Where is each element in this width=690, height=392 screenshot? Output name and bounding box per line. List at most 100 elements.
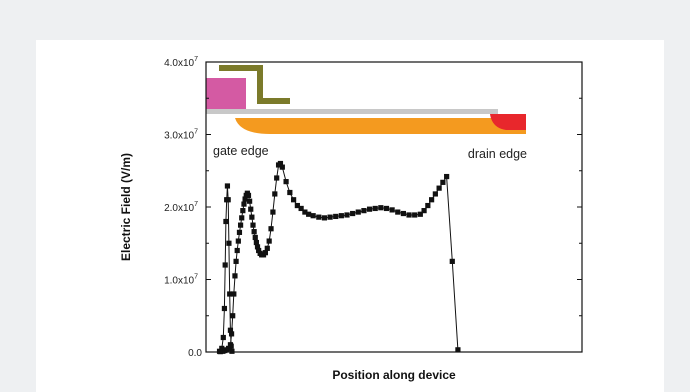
y-tick-exponent: 7 bbox=[194, 56, 198, 63]
data-point bbox=[455, 347, 461, 353]
gate-electrode bbox=[219, 65, 290, 104]
data-point bbox=[252, 234, 258, 241]
data-point bbox=[395, 209, 401, 215]
data-point bbox=[227, 342, 234, 348]
data-point bbox=[233, 258, 239, 264]
drift-region bbox=[235, 118, 526, 134]
data-point bbox=[236, 229, 243, 235]
data-point bbox=[251, 229, 257, 235]
y-tick-label: 1.0x107 bbox=[164, 274, 198, 287]
data-point bbox=[436, 185, 442, 191]
data-point bbox=[249, 214, 255, 220]
series-marks bbox=[216, 160, 461, 355]
data-point bbox=[232, 273, 238, 279]
data-point bbox=[361, 208, 367, 214]
data-point bbox=[274, 175, 280, 181]
data-point bbox=[444, 173, 450, 180]
series-line-main bbox=[220, 162, 459, 353]
data-point bbox=[372, 205, 378, 212]
y-axis-title: Electric Field (V/m) bbox=[119, 153, 133, 261]
chart-labels: 0.0 1.0x107 2.0x107 3.0x107 4.0x107 Position … bbox=[119, 56, 527, 382]
data-point bbox=[254, 244, 261, 250]
data-point bbox=[248, 206, 254, 212]
drain-edge-label: drain edge bbox=[468, 147, 527, 161]
data-point bbox=[287, 189, 293, 196]
data-point bbox=[327, 214, 333, 220]
data-point bbox=[219, 345, 225, 351]
data-point bbox=[241, 201, 247, 207]
data-point bbox=[268, 226, 274, 232]
data-point bbox=[440, 179, 446, 185]
y-tick-exponent: 7 bbox=[194, 274, 198, 281]
gate-block bbox=[206, 78, 246, 112]
oxide-layer bbox=[206, 109, 498, 114]
data-point bbox=[223, 218, 229, 225]
y-tick-exponent: 7 bbox=[194, 129, 198, 136]
y-tick-label: 0.0 bbox=[188, 348, 202, 359]
data-point bbox=[225, 197, 231, 203]
data-point bbox=[237, 222, 244, 228]
y-tick-exponent: 7 bbox=[194, 201, 198, 208]
data-point bbox=[256, 247, 262, 254]
series-line-spike bbox=[219, 185, 233, 352]
gate-edge-label: gate edge bbox=[213, 144, 269, 158]
data-point bbox=[229, 348, 235, 354]
data-point bbox=[234, 247, 240, 254]
data-point bbox=[253, 239, 259, 246]
data-point bbox=[283, 179, 289, 185]
data-point bbox=[222, 262, 228, 268]
data-point bbox=[242, 196, 248, 202]
data-point bbox=[338, 213, 344, 219]
data-point bbox=[220, 334, 226, 341]
y-tick-label: 4.0x107 bbox=[164, 56, 198, 69]
data-point bbox=[240, 208, 246, 214]
data-point bbox=[217, 349, 223, 355]
data-point bbox=[417, 211, 423, 217]
data-point bbox=[250, 222, 256, 228]
data-point bbox=[245, 192, 252, 198]
data-point bbox=[316, 214, 322, 220]
data-point bbox=[378, 205, 384, 211]
data-point bbox=[298, 205, 304, 212]
data-point bbox=[272, 191, 278, 197]
data-point bbox=[425, 202, 431, 209]
figure-panel: 0.0 1.0x107 2.0x107 3.0x107 4.0x107 Position … bbox=[36, 40, 664, 392]
device-schematic bbox=[206, 65, 526, 134]
plot-axes bbox=[205, 61, 583, 353]
data-point bbox=[226, 240, 232, 246]
data-point bbox=[239, 215, 245, 221]
data-point bbox=[400, 210, 406, 217]
data-point bbox=[344, 212, 350, 218]
data-point bbox=[225, 345, 232, 351]
data-point bbox=[350, 210, 356, 217]
data-point bbox=[294, 202, 300, 209]
data-point bbox=[366, 206, 373, 212]
data-point bbox=[270, 209, 276, 215]
data-point bbox=[247, 198, 253, 204]
data-point bbox=[227, 291, 233, 297]
data-point bbox=[383, 205, 390, 212]
data-point bbox=[277, 160, 284, 167]
data-point bbox=[228, 331, 235, 337]
data-point bbox=[421, 208, 427, 214]
data-point bbox=[262, 250, 269, 256]
electric-field-chart: 0.0 1.0x107 2.0x107 3.0x107 4.0x107 Position … bbox=[119, 56, 583, 382]
data-point bbox=[231, 291, 237, 297]
data-point bbox=[230, 313, 236, 319]
drain-region bbox=[490, 114, 526, 130]
data-point bbox=[264, 245, 270, 251]
y-tick-label: 2.0x107 bbox=[164, 201, 198, 214]
data-point bbox=[355, 209, 361, 215]
data-point bbox=[235, 238, 241, 244]
data-point bbox=[406, 212, 412, 218]
data-point bbox=[302, 209, 308, 215]
data-point bbox=[389, 207, 395, 213]
data-point bbox=[321, 215, 328, 221]
plot-frame bbox=[205, 61, 583, 353]
data-point bbox=[266, 238, 272, 244]
data-point bbox=[429, 197, 435, 203]
data-point bbox=[333, 213, 339, 220]
data-point bbox=[227, 327, 234, 333]
data-point bbox=[432, 191, 438, 197]
data-point bbox=[279, 164, 285, 170]
